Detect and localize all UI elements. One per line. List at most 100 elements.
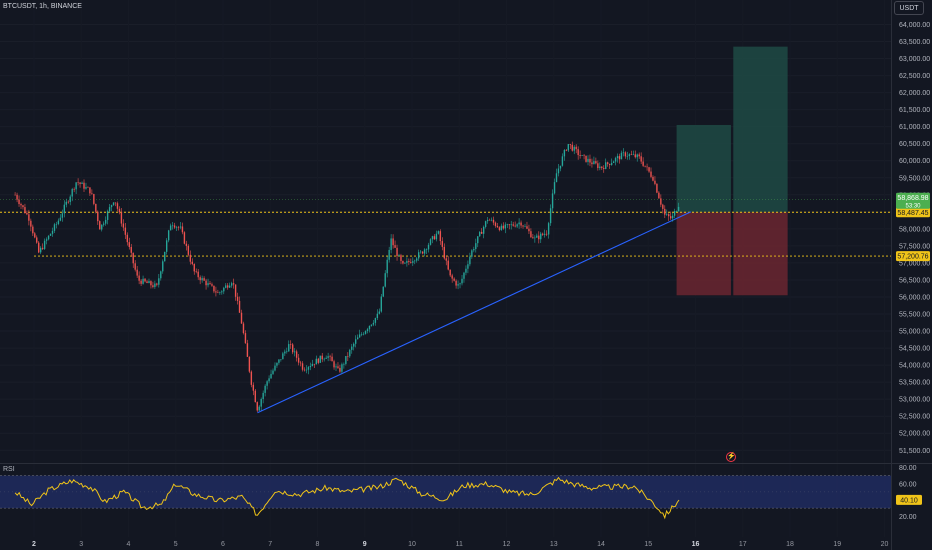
candle-body [612,161,615,163]
candle-body [447,260,449,270]
candle-body [16,194,18,200]
candle-body [555,173,558,183]
price-tick-label: 63,000.00 [899,56,930,63]
level-badge-label: 58,487.45 [897,210,928,217]
candle-body [540,233,542,240]
candle-body [126,234,129,243]
candle-body [634,154,636,158]
horizontal-levels[interactable] [0,211,891,257]
price-axis[interactable]: 64,000.00 63,500.00 63,000.00 62,500.00 62,0… [899,22,930,455]
candle-body [575,146,577,150]
candle-body [225,285,227,288]
trendline-layer[interactable] [257,211,692,414]
candle-body [191,261,193,264]
candle-body [445,258,447,261]
candle-body [640,156,642,162]
candle-body [290,344,292,345]
candle-body [563,150,566,157]
candle-body [244,333,247,344]
candle-body [353,343,355,347]
candle-body [455,280,457,286]
candle-body [101,224,103,230]
price-tick-label: 55,000.00 [899,329,930,336]
candle-body [49,233,52,236]
candle-body [662,204,664,209]
candle-body [542,233,544,235]
candle-body [197,271,199,278]
candle-body [268,378,270,382]
rsi-indicator-label[interactable]: RSI [3,466,15,473]
candle-body [366,329,369,332]
candle-body [39,247,42,253]
candle-body [351,346,353,350]
candle-body [610,162,613,165]
candle-body [83,182,85,189]
candle-body [343,363,345,365]
candle-body [260,398,262,407]
candle-body [585,155,587,162]
candle-body [565,150,568,151]
candle-body [181,226,184,233]
candle-body [490,219,493,221]
candle-body [309,366,312,368]
candle-body [536,235,538,238]
candle-body [209,283,211,285]
candle-body [327,356,329,358]
candle-body [278,359,280,363]
candle-body [138,275,140,281]
candle-body [569,144,571,145]
candle-body [597,163,599,169]
candle-body [656,183,658,193]
candle-body [256,402,258,411]
candle-body [150,281,152,286]
price-tick-label: 52,500.00 [899,414,930,421]
position-boxes[interactable] [0,46,891,296]
candle-body [59,217,62,221]
candle-body [632,154,634,155]
candle-body [301,363,304,370]
candle-body [496,225,499,228]
candle-body [164,251,166,262]
candle-body [77,182,79,183]
currency-button[interactable]: USDT [894,1,924,15]
candle-body [99,221,101,230]
candle-body [55,223,58,225]
price-tick-label: 58,000.00 [899,226,930,233]
time-axis[interactable]: 2 3 4 5 6 7 8 9 10 11 12 13 14 15 16 17 18 19 20 [32,541,888,548]
rsi-tick-label: 80.00 [899,465,917,472]
candle-body [91,193,93,195]
candle-body [128,242,130,247]
candle-body [305,369,308,371]
candle-body [272,370,274,374]
candle-body [63,204,66,214]
rsi-value-badge [896,494,922,505]
candle-body [193,263,195,272]
symbol-title[interactable]: BTCUSDT, 1h, BINANCE [3,3,82,10]
candle-body [561,156,564,166]
price-tick-label: 59,500.00 [899,175,930,182]
candle-body [567,144,570,151]
candle-body [414,260,416,262]
time-tick-label: 12 [503,541,511,548]
candle-body [246,343,249,357]
candle-body [331,356,333,362]
candle-body [453,278,455,281]
candle-body [622,152,625,154]
candle-body [36,237,38,243]
price-tick-label: 56,000.00 [899,294,930,301]
level-badge-1 [896,207,930,218]
candle-body [323,358,325,360]
candle-body [382,286,384,297]
candle-body [538,235,540,240]
rsi-tick-label: 20.00 [899,514,917,521]
candle-body [669,216,672,219]
candle-body [67,201,69,203]
candle-body [677,206,680,212]
candle-body [158,278,160,285]
candle-body [553,182,556,194]
price-tick-label: 61,000.00 [899,124,930,131]
candle-body [532,237,534,239]
bolt-icon[interactable]: ⚡ [726,452,736,462]
